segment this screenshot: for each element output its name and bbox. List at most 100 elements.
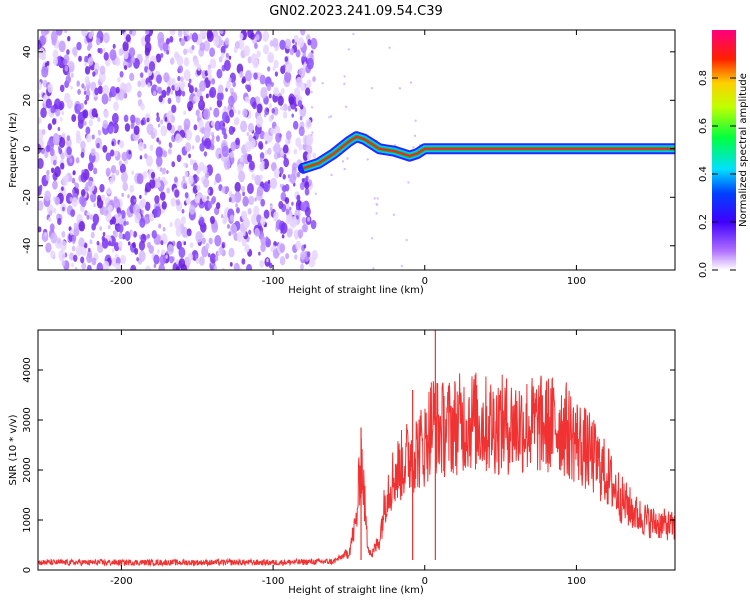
noise-blob bbox=[284, 71, 292, 83]
noise-blob bbox=[157, 176, 161, 182]
noise-blob bbox=[132, 203, 140, 216]
noise-blob bbox=[191, 45, 195, 50]
noise-blob bbox=[294, 107, 298, 112]
noise-blob bbox=[291, 201, 294, 206]
y-tick-label: 4000 bbox=[22, 357, 33, 382]
noise-blob bbox=[181, 208, 185, 214]
noise-blob bbox=[69, 157, 73, 163]
noise-blob bbox=[293, 87, 301, 99]
noise-speck bbox=[398, 87, 402, 90]
noise-blob bbox=[169, 221, 173, 228]
noise-blob bbox=[61, 186, 64, 191]
noise-blob bbox=[245, 141, 252, 152]
noise-blob bbox=[113, 150, 118, 157]
noise-blob bbox=[164, 180, 168, 186]
noise-blob bbox=[49, 148, 55, 157]
noise-blob bbox=[140, 78, 147, 88]
noise-blob bbox=[69, 196, 73, 202]
noise-blob bbox=[48, 216, 52, 223]
noise-speck bbox=[347, 48, 351, 51]
noise-blob bbox=[220, 52, 225, 59]
noise-blob bbox=[50, 250, 56, 259]
noise-blob bbox=[139, 138, 142, 143]
noise-blob bbox=[199, 99, 203, 106]
noise-blob bbox=[260, 198, 266, 207]
noise-blob bbox=[148, 213, 155, 222]
noise-blob bbox=[238, 170, 246, 183]
noise-blob bbox=[159, 45, 164, 51]
noise-blob bbox=[130, 114, 136, 124]
spectrogram-x-label: Height of straight line (km) bbox=[288, 285, 424, 296]
noise-blob bbox=[263, 209, 270, 219]
noise-blob bbox=[128, 150, 132, 155]
noise-blob bbox=[258, 142, 264, 150]
noise-blob bbox=[176, 55, 184, 67]
noise-blob bbox=[143, 143, 147, 149]
noise-blob bbox=[222, 122, 226, 127]
noise-blob bbox=[146, 233, 151, 239]
noise-blob bbox=[225, 52, 229, 58]
noise-blob bbox=[130, 230, 134, 237]
noise-blob bbox=[108, 96, 112, 102]
noise-blob bbox=[107, 123, 114, 134]
noise-blob bbox=[244, 244, 250, 253]
noise-blob bbox=[148, 61, 156, 72]
noise-blob bbox=[55, 108, 61, 117]
noise-blob bbox=[285, 208, 290, 215]
noise-blob bbox=[266, 83, 272, 92]
noise-blob bbox=[78, 55, 82, 62]
noise-blob bbox=[195, 134, 201, 143]
noise-blob bbox=[306, 251, 311, 258]
spectrogram-y-label: Frequency (Hz) bbox=[8, 112, 19, 188]
noise-blob bbox=[203, 108, 211, 120]
noise-blob bbox=[263, 181, 271, 193]
noise-blob bbox=[221, 186, 226, 193]
noise-blob bbox=[286, 228, 293, 238]
noise-blob bbox=[154, 195, 160, 204]
noise-blob bbox=[45, 174, 50, 181]
noise-blob bbox=[196, 89, 202, 98]
noise-blob bbox=[118, 160, 123, 166]
noise-blob bbox=[66, 49, 70, 55]
noise-blob bbox=[198, 112, 203, 118]
noise-blob bbox=[183, 31, 187, 36]
noise-blob bbox=[150, 171, 156, 179]
noise-blob bbox=[105, 152, 112, 162]
noise-blob bbox=[175, 95, 181, 104]
noise-blob bbox=[266, 108, 270, 113]
noise-blob bbox=[229, 109, 235, 118]
noise-blob bbox=[199, 42, 206, 52]
noise-blob bbox=[87, 180, 93, 187]
noise-blob bbox=[169, 30, 176, 36]
noise-blob bbox=[283, 157, 290, 168]
noise-blob bbox=[161, 249, 166, 256]
noise-blob bbox=[88, 32, 93, 40]
noise-blob bbox=[248, 160, 255, 171]
x-tick-label: -100 bbox=[262, 276, 285, 287]
noise-blob bbox=[102, 84, 110, 96]
noise-blob bbox=[230, 223, 238, 236]
noise-blob bbox=[87, 41, 93, 49]
noise-blob bbox=[97, 243, 104, 254]
noise-blob bbox=[44, 151, 49, 158]
noise-blob bbox=[281, 106, 285, 111]
noise-blob bbox=[66, 146, 72, 156]
noise-blob bbox=[229, 151, 235, 159]
noise-blob bbox=[76, 41, 82, 51]
noise-blob bbox=[256, 50, 261, 58]
noise-blob bbox=[147, 82, 151, 88]
noise-blob bbox=[68, 175, 73, 182]
noise-blob bbox=[258, 251, 261, 256]
noise-blob bbox=[239, 156, 244, 163]
x-tick-label: 0 bbox=[422, 276, 428, 287]
noise-blob bbox=[160, 119, 164, 125]
y-tick-label: -40 bbox=[22, 238, 33, 254]
noise-blob bbox=[84, 55, 89, 64]
noise-blob bbox=[112, 43, 116, 49]
noise-blob bbox=[149, 144, 154, 151]
noise-blob bbox=[129, 30, 133, 35]
noise-blob bbox=[241, 238, 247, 247]
noise-blob bbox=[156, 249, 160, 254]
noise-blob bbox=[237, 39, 245, 50]
